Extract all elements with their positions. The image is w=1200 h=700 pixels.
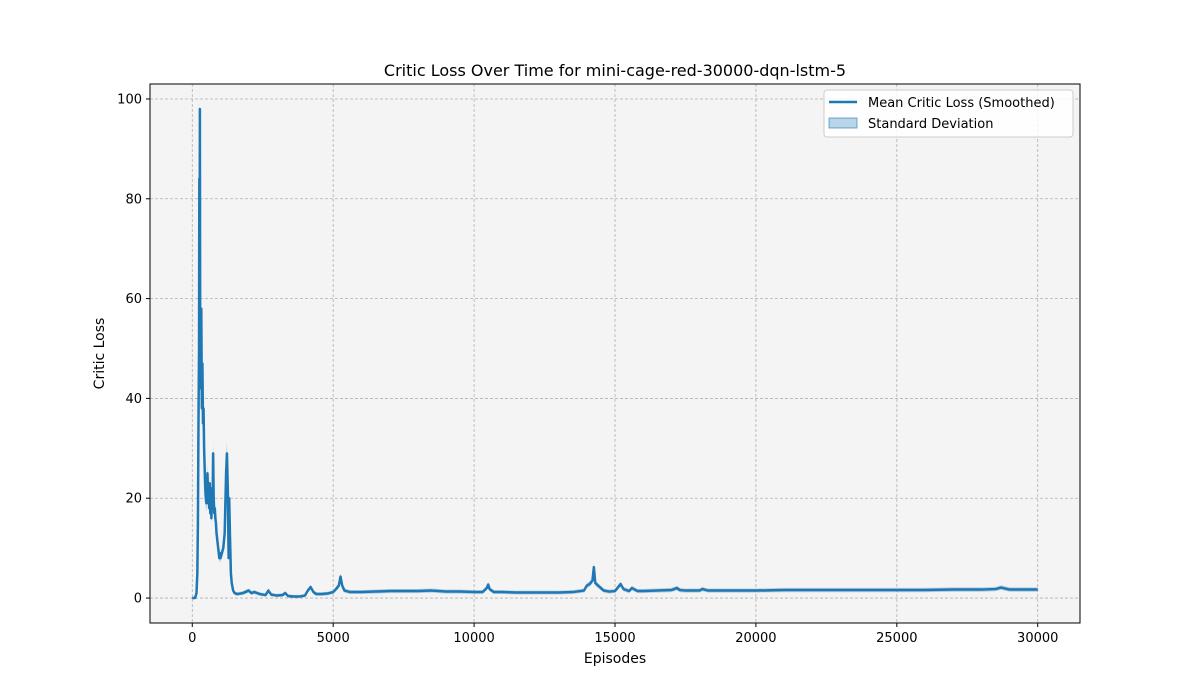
y-tick-label: 0: [134, 592, 142, 607]
mean-critic-loss-line: [192, 107, 1038, 600]
y-tick-label: 40: [125, 392, 142, 407]
y-tick-label: 60: [125, 292, 142, 307]
legend-label-std: Standard Deviation: [868, 117, 993, 132]
x-tick-label: 20000: [735, 631, 776, 646]
x-tick-label: 10000: [453, 631, 494, 646]
y-axis-label: Critic Loss: [92, 318, 108, 390]
x-tick-label: 15000: [594, 631, 635, 646]
x-tick-label: 30000: [1017, 631, 1058, 646]
legend-band-swatch: [828, 117, 858, 129]
y-tick-label: 20: [125, 492, 142, 507]
x-tick-label: 5000: [317, 631, 350, 646]
y-axis-ticks: 0 20 40 60 80 100: [117, 92, 150, 607]
plot-area: [150, 84, 1080, 623]
x-axis-ticks: 0 5000 10000 15000 20000 25000 30000: [188, 623, 1058, 646]
x-tick-label: 25000: [876, 631, 917, 646]
y-tick-label: 80: [125, 192, 142, 207]
legend: Mean Critic Loss (Smoothed) Standard Dev…: [823, 89, 1074, 138]
x-axis-label: Episodes: [584, 651, 646, 667]
chart-title: Critic Loss Over Time for mini-cage-red-…: [384, 61, 846, 80]
x-tick-label: 0: [188, 631, 196, 646]
legend-box: [823, 89, 1074, 138]
y-tick-label: 100: [117, 92, 142, 107]
series-lines: [192, 107, 1038, 600]
legend-label-mean: Mean Critic Loss (Smoothed): [868, 96, 1055, 111]
